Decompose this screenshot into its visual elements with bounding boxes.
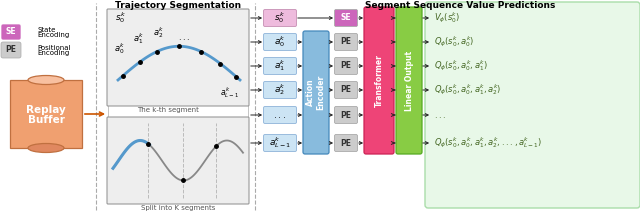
Text: $Q_\phi(s_0^k, a_0^k, a_1^k)$: $Q_\phi(s_0^k, a_0^k, a_1^k)$ xyxy=(434,59,488,73)
FancyBboxPatch shape xyxy=(107,117,249,204)
Ellipse shape xyxy=(28,144,64,153)
Text: PE: PE xyxy=(340,62,351,71)
Text: SE: SE xyxy=(6,27,16,36)
FancyBboxPatch shape xyxy=(425,2,640,208)
FancyBboxPatch shape xyxy=(1,42,21,58)
FancyBboxPatch shape xyxy=(335,10,358,26)
FancyBboxPatch shape xyxy=(264,134,296,151)
Text: Split into K segments: Split into K segments xyxy=(141,205,215,211)
Text: $a_1^k$: $a_1^k$ xyxy=(274,59,286,73)
Text: $...$: $...$ xyxy=(434,111,446,119)
Text: Buffer: Buffer xyxy=(28,115,65,125)
FancyBboxPatch shape xyxy=(264,58,296,75)
Bar xyxy=(10,80,82,148)
Text: PE: PE xyxy=(340,85,351,95)
FancyBboxPatch shape xyxy=(264,10,296,26)
FancyBboxPatch shape xyxy=(107,9,249,106)
Text: $a_2^k$: $a_2^k$ xyxy=(274,82,286,98)
Text: Linear Output: Linear Output xyxy=(404,50,413,111)
FancyBboxPatch shape xyxy=(335,106,358,124)
Text: State: State xyxy=(37,27,56,33)
FancyBboxPatch shape xyxy=(335,33,358,50)
FancyBboxPatch shape xyxy=(303,31,329,154)
FancyBboxPatch shape xyxy=(364,7,394,154)
Text: $...$: $...$ xyxy=(178,33,190,42)
FancyBboxPatch shape xyxy=(335,58,358,75)
Text: Transformer: Transformer xyxy=(374,54,383,107)
FancyBboxPatch shape xyxy=(264,82,296,98)
Text: PE: PE xyxy=(340,37,351,46)
Text: PE: PE xyxy=(340,138,351,147)
Text: Positional: Positional xyxy=(37,45,70,51)
Text: Replay: Replay xyxy=(26,105,66,115)
Text: $V_\phi(s_0^k)$: $V_\phi(s_0^k)$ xyxy=(434,11,460,25)
Text: PE: PE xyxy=(340,111,351,119)
Text: $a_{L-1}^k$: $a_{L-1}^k$ xyxy=(220,86,239,101)
Text: $Q_\phi(s_0^k, a_0^k, a_1^k, a_2^k)$: $Q_\phi(s_0^k, a_0^k, a_1^k, a_2^k)$ xyxy=(434,83,501,97)
Text: Trajectory Segmentation: Trajectory Segmentation xyxy=(115,0,241,10)
Text: Segment Sequence Value Predictions: Segment Sequence Value Predictions xyxy=(365,0,555,10)
FancyBboxPatch shape xyxy=(396,7,422,154)
FancyBboxPatch shape xyxy=(264,106,296,124)
Text: $s_0^k$: $s_0^k$ xyxy=(275,10,285,26)
Text: $Q_\phi(s_0^k, a_0^k)$: $Q_\phi(s_0^k, a_0^k)$ xyxy=(434,35,474,49)
Text: $Q_\phi(s_0^k, a_0^k, a_1^k, a_2^k, ..., a_{L-1}^k)$: $Q_\phi(s_0^k, a_0^k, a_1^k, a_2^k, ...,… xyxy=(434,136,543,150)
Text: Action
Encoder: Action Encoder xyxy=(307,75,326,110)
Text: $a_1^k$: $a_1^k$ xyxy=(133,32,145,46)
Text: SE: SE xyxy=(340,13,351,23)
FancyBboxPatch shape xyxy=(335,82,358,98)
FancyBboxPatch shape xyxy=(335,134,358,151)
Text: $a_{L-1}^k$: $a_{L-1}^k$ xyxy=(269,135,291,150)
FancyBboxPatch shape xyxy=(1,24,21,40)
Text: $...$: $...$ xyxy=(273,111,287,119)
Text: $a_0^k$: $a_0^k$ xyxy=(274,35,286,49)
Text: Encoding: Encoding xyxy=(37,50,69,56)
Text: $s_0^k$: $s_0^k$ xyxy=(115,10,127,26)
Text: Encoding: Encoding xyxy=(37,32,69,38)
Text: $a_2^k$: $a_2^k$ xyxy=(154,26,164,40)
Text: The k-th segment: The k-th segment xyxy=(137,107,199,113)
FancyBboxPatch shape xyxy=(264,33,296,50)
Ellipse shape xyxy=(28,75,64,85)
Text: PE: PE xyxy=(6,46,17,55)
Text: $a_0^k$: $a_0^k$ xyxy=(115,42,125,56)
